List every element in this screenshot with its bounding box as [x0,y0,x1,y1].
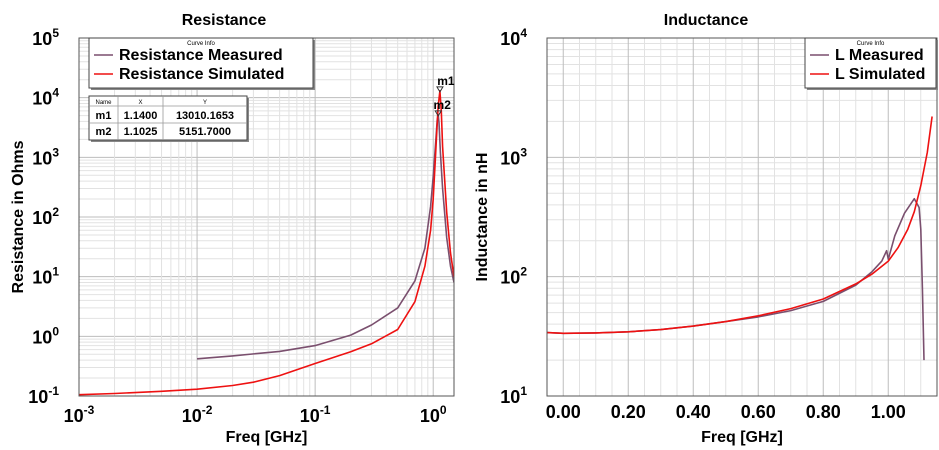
marker-row-name: m2 [96,126,112,138]
x-tick-label: 100 [420,403,447,426]
y-tick-label-exponent: 3 [520,145,527,159]
x-tick-label: 1.00 [871,402,906,422]
y-tick-label-base: 10 [32,327,52,347]
marker-row-x: 1.1400 [124,110,158,122]
legend-header: Curve Info [187,41,215,47]
marker-header-x: X [138,100,142,106]
marker-row-y: 5151.7000 [179,126,231,138]
chart-title: Resistance [182,12,267,29]
y-tick-label: 100 [32,324,59,347]
marker-header-y: Y [203,100,207,106]
x-tick-label: 0.20 [611,402,646,422]
x-tick-label-exponent: 0 [440,403,447,417]
y-tick-label-exponent: 3 [52,145,59,159]
y-tick-label: 104 [500,26,527,49]
y-tick-label-exponent: 5 [52,26,59,40]
x-tick-label-exponent: -2 [202,403,213,417]
y-tick-label-base: 10 [32,148,52,168]
marker-table: Name X Ym1 1.1400 13010.1653 m2 1.1025 5151.700… [88,95,249,142]
legend-box [88,37,314,89]
y-tick-label: 101 [500,384,527,407]
chart-title: Inductance [664,12,749,29]
legend-header: Curve Info [857,41,885,47]
legend-box [804,37,937,89]
y-tick-label-exponent: 4 [52,86,59,100]
legend-entry: Resistance Simulated [119,66,284,83]
legend-entry: L Simulated [835,66,925,83]
y-tick-label-base: 10 [500,148,520,168]
plot-frame [546,37,938,397]
x-tick-label: 10-3 [64,403,95,426]
y-tick-label-base: 10 [500,268,520,288]
y-tick-label-exponent: 1 [520,384,527,398]
marker-table-box [88,95,248,141]
x-tick-label-base: 10 [300,406,320,426]
marker-row-name: m1 [96,110,112,122]
y-tick-label-exponent: 2 [52,205,59,219]
series-line-resistance-measured [197,114,454,360]
marker-row-x: 1.1025 [124,126,158,138]
y-tick-label: 105 [32,26,59,49]
y-tick-label-base: 10 [32,29,52,49]
y-tick-label: 104 [32,86,59,109]
x-tick-label-base: 10 [420,406,440,426]
marker-row-y: 13010.1653 [176,110,234,122]
y-axis-label: Inductance in nH [474,153,491,282]
y-tick-label-base: 10 [32,89,52,109]
x-axis-label: Freq [GHz] [701,429,783,446]
y-tick-label: 101 [32,265,59,288]
x-tick-label: 10-2 [182,403,213,426]
y-tick-label-base: 10 [32,208,52,228]
x-tick-label-exponent: -3 [84,403,95,417]
x-tick-label: 0.80 [806,402,841,422]
x-tick-label-exponent: -1 [320,403,331,417]
y-tick-label: 103 [32,145,59,168]
marker-label: m2 [434,98,452,112]
marker-triangle [436,86,444,93]
y-tick-label-exponent: 1 [52,265,59,279]
y-tick-label-base: 10 [32,268,52,288]
y-tick-label-base: 10 [500,29,520,49]
x-tick-label: 0.40 [676,402,711,422]
y-axis-label: Resistance in Ohms [10,140,27,293]
y-tick-label: 103 [500,145,527,168]
y-tick-label-exponent: 4 [520,26,527,40]
x-tick-label: 10-1 [300,403,331,426]
x-axis-label: Freq [GHz] [226,429,308,446]
y-tick-label-base: 10 [500,387,520,407]
y-tick-label: 10-1 [28,384,59,407]
marker-triangle [434,110,443,117]
x-tick-label-base: 10 [182,406,202,426]
y-tick-label-base: 10 [28,387,48,407]
series-group [79,90,454,396]
series-group [547,116,933,361]
marker-label: m1 [437,74,455,88]
series-line-resistance-simulated [79,90,454,396]
y-tick-label-exponent: 0 [52,324,59,338]
y-tick-label-exponent: -1 [48,384,59,398]
grid [547,38,937,396]
x-tick-label: 0.60 [741,402,776,422]
x-tick-label: 0.00 [546,402,581,422]
marker-header-name: Name [95,100,112,106]
legend-entry: L Measured [835,47,924,64]
y-tick-label: 102 [500,265,527,288]
x-tick-label-base: 10 [64,406,84,426]
y-tick-label: 102 [32,205,59,228]
legend-entry: Resistance Measured [119,47,283,64]
y-tick-label-exponent: 2 [520,265,527,279]
series-line-l-simulated [547,116,933,335]
